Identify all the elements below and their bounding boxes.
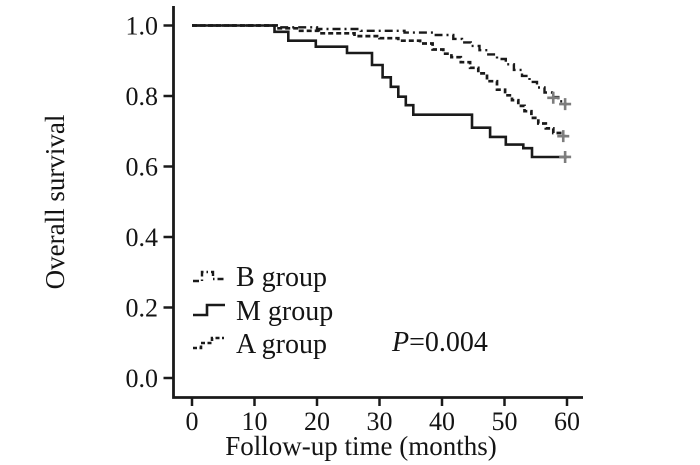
legend-line-sample [193,270,224,283]
y-axis-title: Overall survival [40,115,70,290]
censor-mark-m-group [559,150,572,163]
axis-labels: 0.0 0.2 0.4 0.6 0.8 1.0 0 10 20 30 40 50 60 Follow-up… [40,12,580,462]
y-tick-label: 0.8 [126,82,159,111]
y-tick-label: 1.0 [126,12,159,41]
survival-curve-b-group [192,24,567,106]
survival-curves [192,24,567,159]
p-value-annotation: P=0.004 [391,327,488,358]
legend-line-sample [193,303,225,317]
legend-line-sample [193,336,224,350]
x-tick-label: 20 [304,407,330,436]
legend-label: M group [236,296,333,327]
legend-item-a-group: A group [193,329,327,360]
survival-curve-m-group [192,24,567,159]
y-tick-label: 0.2 [126,294,159,323]
censor-mark-b-group [559,98,572,111]
legend-item-b-group: B group [193,262,327,293]
x-tick-label: 40 [429,407,455,436]
censor-marks [547,91,572,163]
x-tick-label: 10 [242,407,268,436]
y-tick-label: 0.4 [126,223,159,252]
x-tick-label: 30 [367,407,393,436]
y-tick-label: 0.0 [126,364,159,393]
censor-mark-a-group [557,130,570,143]
legend-item-m-group: M group [193,296,333,327]
legend-label: A group [236,329,327,360]
survival-curve-a-group [192,24,567,138]
axes [163,6,583,406]
legend-label: B group [236,262,327,293]
x-axis-title: Follow-up time (months) [225,431,497,461]
x-tick-label: 50 [492,407,518,436]
axis-lines [172,6,583,399]
x-tick-label: 60 [554,407,580,436]
x-tick-label: 0 [186,407,199,436]
y-tick-label: 0.6 [126,153,159,182]
p-value-text: P=0.004 [391,327,488,358]
censor-mark-b-group [547,91,560,104]
